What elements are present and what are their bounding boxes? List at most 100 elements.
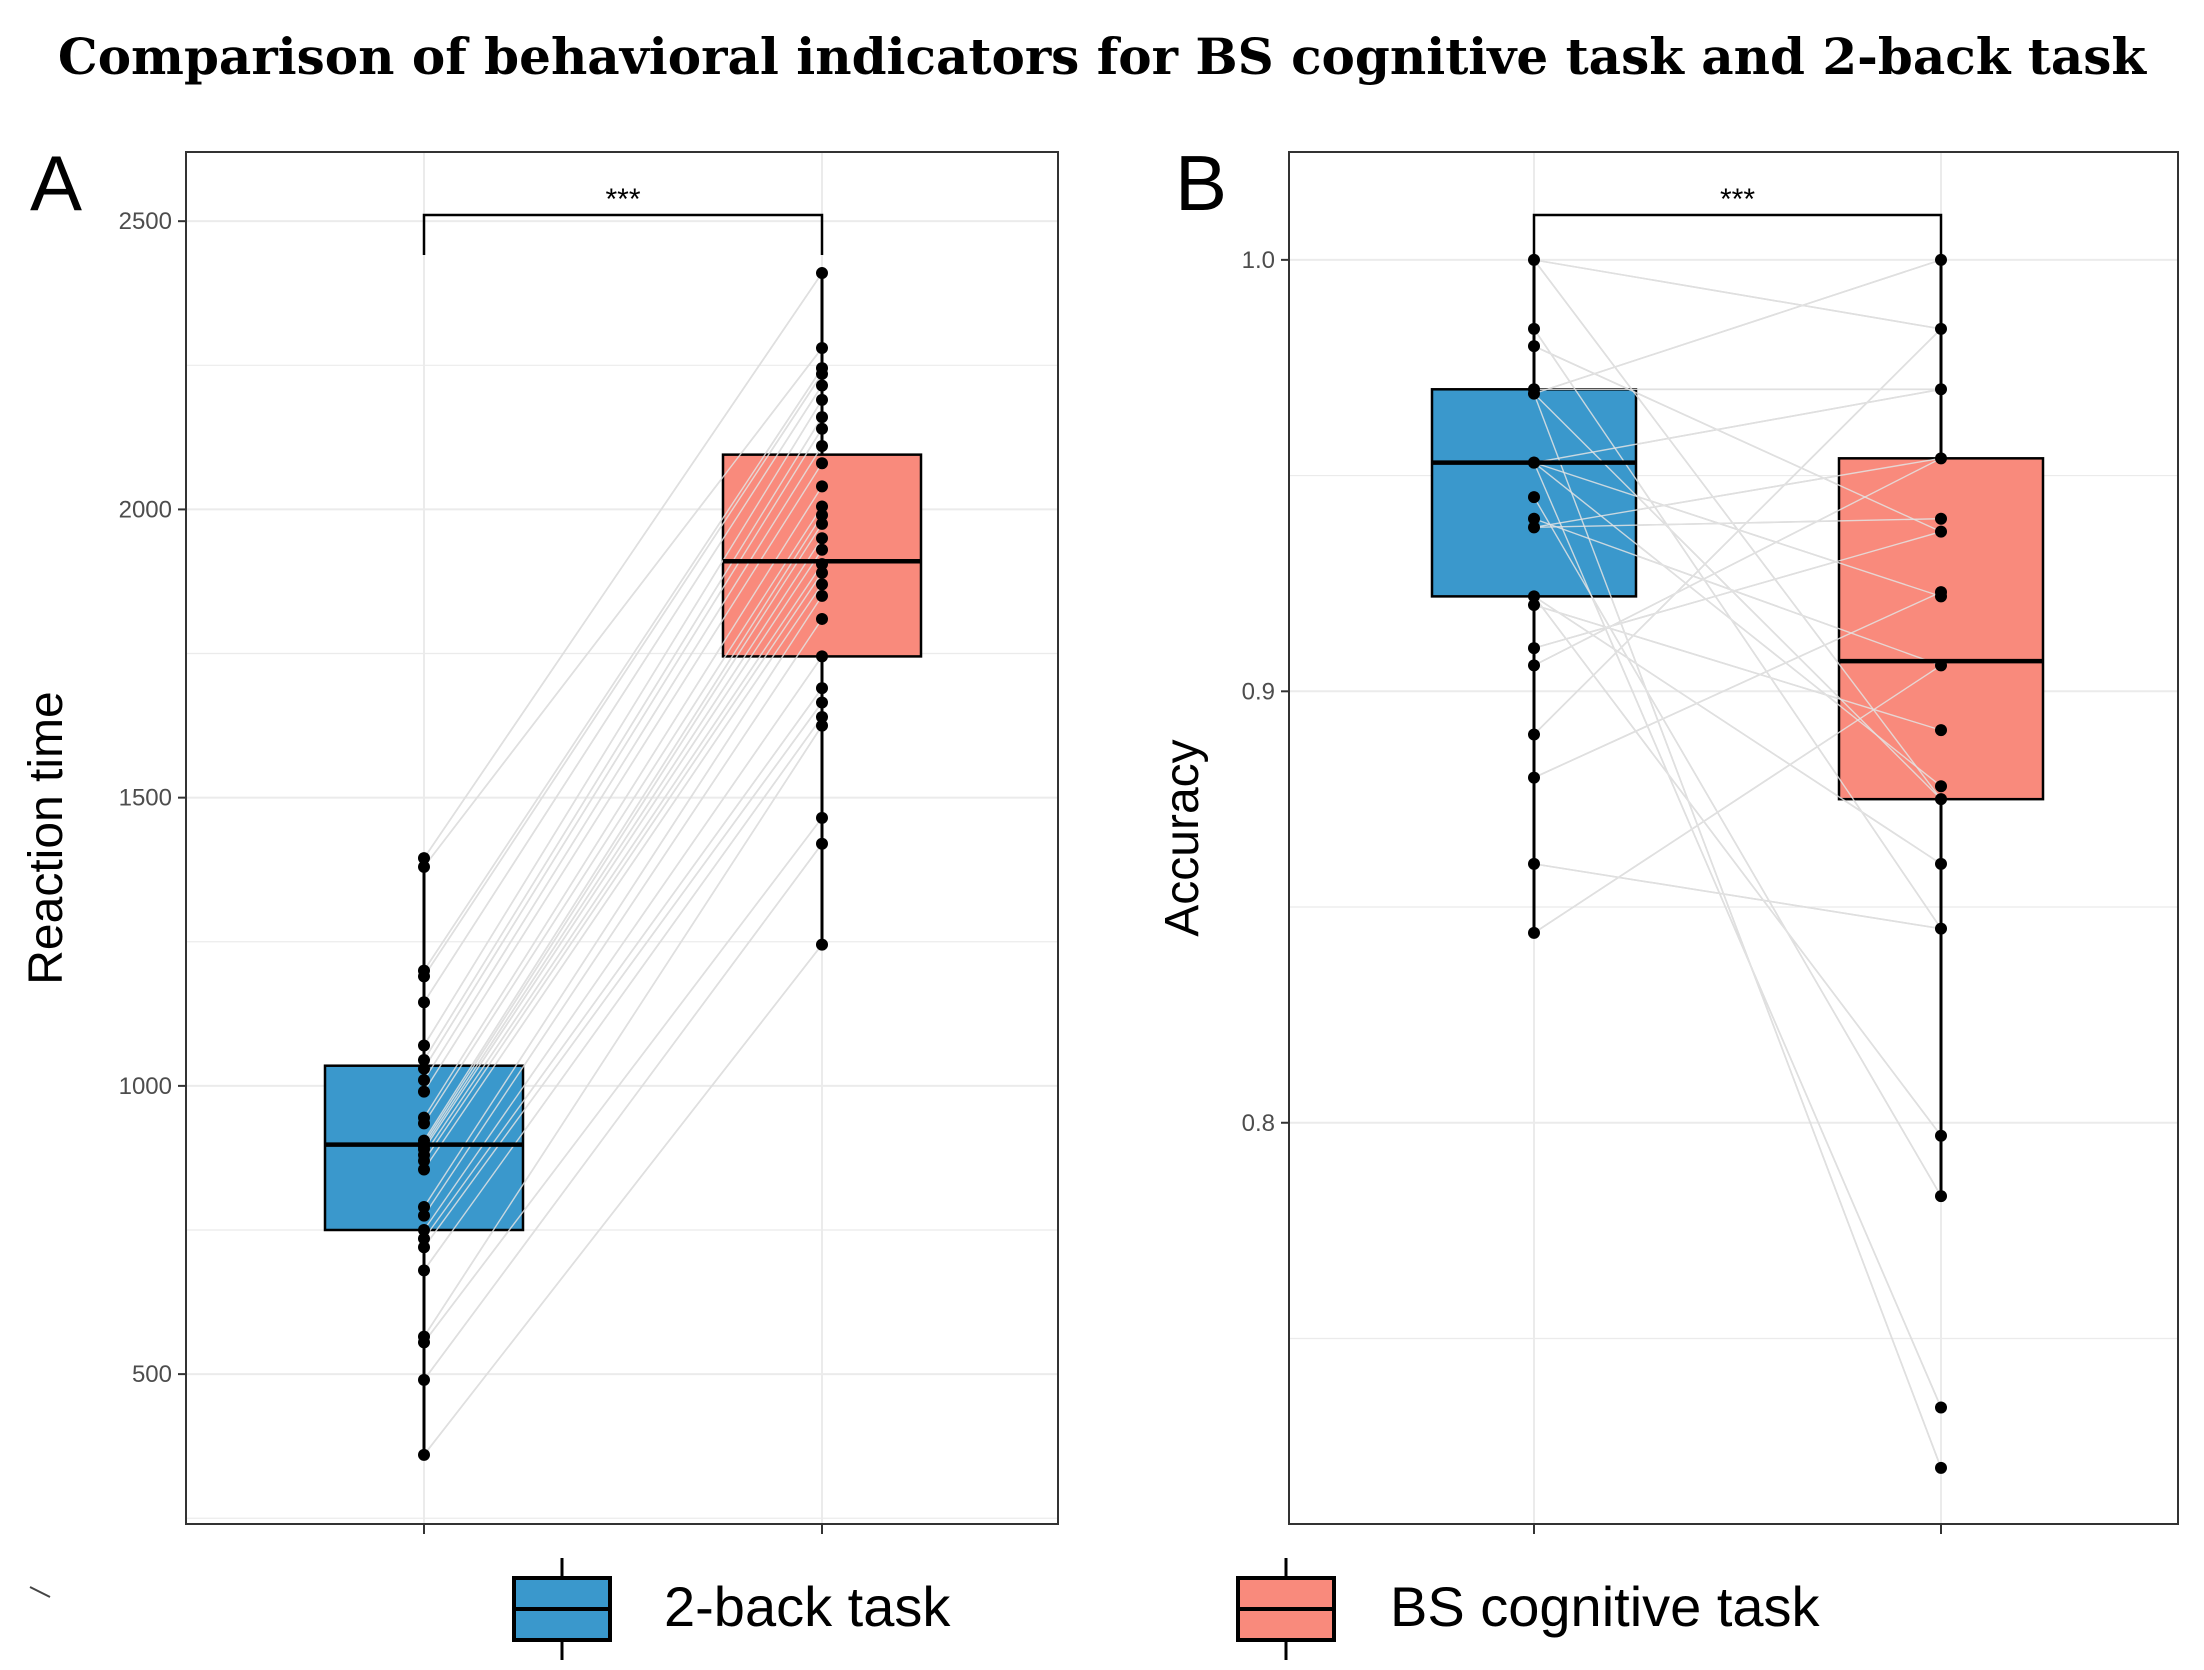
data-point bbox=[1528, 599, 1540, 612]
data-point bbox=[816, 342, 828, 354]
pair-line-overlay bbox=[423, 399, 823, 1046]
pair-line-overlay bbox=[423, 725, 823, 1338]
data-point bbox=[816, 696, 828, 709]
data-point bbox=[816, 509, 828, 522]
pair-line-overlay bbox=[1533, 259, 1942, 395]
stray-mark bbox=[29, 1586, 51, 1598]
data-point bbox=[1935, 383, 1947, 396]
pair-line-overlay bbox=[423, 416, 823, 1061]
pair-line-overlay bbox=[423, 373, 823, 977]
data-point bbox=[1935, 1129, 1947, 1142]
pair-line-overlay bbox=[423, 572, 823, 1162]
significance-label: *** bbox=[605, 183, 640, 216]
data-point bbox=[418, 1163, 430, 1176]
y-tick-label: 1000 bbox=[119, 1073, 172, 1100]
pair-line-overlay bbox=[1533, 591, 1942, 779]
data-point bbox=[418, 1264, 430, 1277]
data-point bbox=[1935, 322, 1947, 335]
pair-line-overlay bbox=[423, 702, 823, 1248]
data-point bbox=[1935, 724, 1947, 737]
data-point bbox=[1935, 780, 1947, 793]
panel-b: 0.8 0.9 1.0 Accuracy *** bbox=[1156, 151, 2179, 1534]
pair-line-overlay bbox=[1533, 863, 1942, 930]
data-point bbox=[816, 543, 828, 556]
y-tick-label: 1.0 bbox=[1242, 247, 1275, 274]
data-point bbox=[816, 379, 828, 392]
data-point bbox=[816, 811, 828, 824]
pair-line-overlay bbox=[1533, 664, 1942, 934]
panel-label-a: A bbox=[30, 139, 82, 227]
data-point bbox=[418, 1200, 430, 1213]
pair-line-overlay bbox=[423, 272, 823, 859]
data-point bbox=[1528, 771, 1540, 784]
panel-label-b: B bbox=[1175, 139, 1227, 227]
pair-line-overlay bbox=[423, 618, 823, 1216]
pair-line-overlay bbox=[1533, 388, 1942, 464]
data-point bbox=[816, 411, 828, 424]
data-point bbox=[1935, 452, 1947, 465]
data-point bbox=[1528, 642, 1540, 655]
data-point bbox=[1935, 857, 1947, 870]
data-point bbox=[1935, 922, 1947, 935]
data-point bbox=[1528, 340, 1540, 353]
significance-bracket bbox=[422, 213, 824, 255]
data-point bbox=[1935, 525, 1947, 538]
plot-background bbox=[1289, 152, 2178, 1524]
legend-label-2-back: 2-back task bbox=[664, 1575, 951, 1638]
data-point bbox=[816, 719, 828, 732]
pair-line-overlay bbox=[1533, 595, 1942, 1137]
data-point bbox=[1935, 586, 1947, 599]
data-point bbox=[1935, 1190, 1947, 1203]
pair-line-overlay bbox=[1533, 518, 1942, 667]
data-point bbox=[1528, 590, 1540, 603]
pair-line-overlay bbox=[423, 514, 823, 1142]
data-point bbox=[816, 589, 828, 602]
pair-line-overlay bbox=[423, 462, 823, 1093]
data-point bbox=[418, 1241, 430, 1254]
data-point bbox=[418, 1373, 430, 1386]
pair-line-overlay bbox=[423, 385, 823, 1003]
data-point bbox=[1528, 253, 1540, 266]
box-1 bbox=[1837, 457, 2045, 801]
y-tick-label: 0.8 bbox=[1242, 1110, 1275, 1137]
data-point bbox=[1528, 728, 1540, 741]
data-point bbox=[816, 710, 828, 723]
data-point bbox=[418, 1074, 430, 1087]
data-point bbox=[816, 682, 828, 695]
y-axis-title: Reaction time bbox=[20, 691, 73, 984]
pair-line-overlay bbox=[1533, 461, 1942, 598]
pair-line-overlay bbox=[1533, 328, 1942, 735]
data-point bbox=[1528, 456, 1540, 469]
y-tick-label: 0.9 bbox=[1242, 678, 1275, 705]
data-point bbox=[1528, 521, 1540, 534]
pair-line-overlay bbox=[1533, 530, 1942, 649]
figure-title: Comparison of behavioral indicators for … bbox=[58, 27, 2148, 86]
pair-line-overlay bbox=[1533, 518, 1942, 529]
y-tick-label: 500 bbox=[132, 1361, 172, 1388]
data-point bbox=[1935, 659, 1947, 672]
data-point bbox=[1935, 253, 1947, 266]
y-tick-label: 1500 bbox=[119, 785, 172, 812]
pair-line-overlay bbox=[1533, 457, 1942, 667]
pair-line-overlay bbox=[423, 428, 823, 1069]
data-point bbox=[1528, 383, 1540, 396]
data-point bbox=[1528, 512, 1540, 525]
data-point bbox=[418, 852, 430, 865]
data-point bbox=[816, 500, 828, 513]
panel-a: 500 1000 1500 2000 2500 Reaction time *** bbox=[20, 151, 1059, 1534]
pair-line-overlay bbox=[423, 367, 823, 971]
pair-line-overlay bbox=[1533, 328, 1942, 929]
pair-line-overlay bbox=[1533, 462, 1942, 1408]
data-point bbox=[816, 612, 828, 625]
pair-line-overlay bbox=[423, 523, 823, 1144]
pair-line-overlay bbox=[423, 716, 823, 1271]
pair-line-overlay bbox=[423, 843, 823, 1381]
data-point bbox=[816, 393, 828, 406]
data-point bbox=[1528, 659, 1540, 672]
pair-line-overlay bbox=[1533, 462, 1942, 787]
data-point bbox=[418, 1134, 430, 1147]
data-point bbox=[418, 1330, 430, 1343]
pair-line-overlay bbox=[423, 817, 823, 1343]
data-point bbox=[1935, 1401, 1947, 1414]
